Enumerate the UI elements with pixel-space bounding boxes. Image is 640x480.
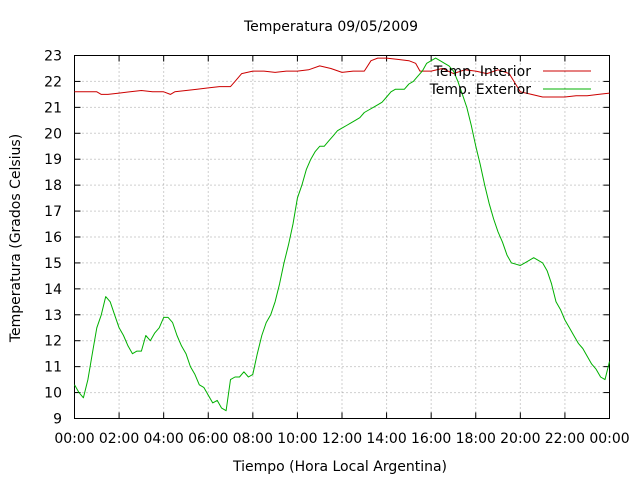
grid-lines [74, 55, 610, 419]
series-line-exterior [74, 57, 610, 412]
x-tick-label: 20:00 [500, 431, 540, 447]
x-axis-label: Tiempo (Hora Local Argentina) [232, 459, 447, 475]
x-tick-label: 00:00 [589, 431, 629, 447]
y-tick-label: 15 [44, 256, 62, 272]
x-tick-labels: 00:00 02:00 04:00 06:00 08:00 10:00 12:00 14:00… [54, 431, 629, 447]
x-tick-label: 08:00 [233, 431, 273, 447]
y-tick-label: 19 [44, 152, 62, 168]
chart-title: Temperatura 09/05/2009 [243, 19, 418, 35]
series-lines [74, 57, 610, 412]
y-tick-label: 11 [44, 360, 62, 376]
x-tick-label: 06:00 [188, 431, 228, 447]
x-tick-label: 10:00 [277, 431, 317, 447]
legend: Temp. Interior Temp. Exterior [429, 64, 591, 98]
y-tick-label: 22 [44, 74, 62, 90]
legend-label: Temp. Exterior [429, 82, 532, 98]
series-line-interior [74, 57, 610, 98]
y-tick-label: 13 [44, 308, 62, 324]
x-tick-label: 00:00 [54, 431, 94, 447]
y-tick-labels: 9 10 11 12 13 14 15 16 17 18 19 20 21 22 23 [44, 49, 62, 428]
x-tick-label: 18:00 [456, 431, 496, 447]
legend-label: Temp. Interior [433, 64, 532, 80]
y-tick-label: 18 [44, 178, 62, 194]
y-tick-label: 12 [44, 334, 62, 350]
y-tick-label: 9 [53, 412, 62, 428]
y-tick-label: 16 [44, 230, 62, 246]
x-tick-label: 22:00 [545, 431, 585, 447]
x-tick-label: 04:00 [143, 431, 183, 447]
axis-ticks [74, 55, 610, 419]
x-tick-label: 02:00 [99, 431, 139, 447]
y-tick-label: 10 [44, 386, 62, 402]
x-tick-label: 12:00 [322, 431, 362, 447]
y-tick-label: 23 [44, 49, 62, 65]
x-tick-label: 16:00 [411, 431, 451, 447]
y-tick-label: 21 [44, 100, 62, 116]
y-axis-label: Temperatura (Grados Celsius) [8, 134, 24, 343]
y-tick-label: 17 [44, 204, 62, 220]
x-tick-label: 14:00 [366, 431, 406, 447]
y-tick-label: 20 [44, 126, 62, 142]
y-tick-label: 14 [44, 282, 62, 298]
